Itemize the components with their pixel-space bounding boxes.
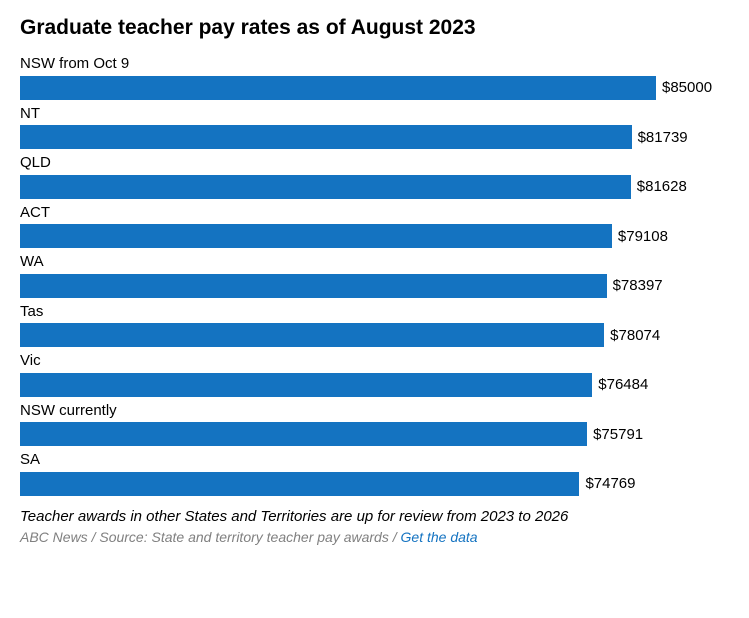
bar-row: NSW currently $75791 xyxy=(20,401,729,447)
bar-label: Tas xyxy=(20,302,729,322)
bar-row: Vic $76484 xyxy=(20,351,729,397)
source-separator-2: / xyxy=(393,529,401,545)
bar-line: $81628 xyxy=(20,175,729,199)
bar xyxy=(20,76,656,100)
bar-label: NSW from Oct 9 xyxy=(20,54,729,74)
bar-line: $79108 xyxy=(20,224,729,248)
bar-value: $75791 xyxy=(593,426,643,443)
source-attribution: Source: State and territory teacher pay … xyxy=(99,529,388,545)
bar xyxy=(20,125,632,149)
bar-line: $75791 xyxy=(20,422,729,446)
bar xyxy=(20,224,612,248)
bar-label: SA xyxy=(20,450,729,470)
bar xyxy=(20,373,592,397)
source-line: ABC News / Source: State and territory t… xyxy=(20,529,729,545)
bar-line: $85000 xyxy=(20,76,729,100)
bar-label: QLD xyxy=(20,153,729,173)
bar-value: $79108 xyxy=(618,228,668,245)
bar-line: $74769 xyxy=(20,472,729,496)
bar-label: NSW currently xyxy=(20,401,729,421)
bar xyxy=(20,422,587,446)
bar-row: QLD $81628 xyxy=(20,153,729,199)
bar-label: NT xyxy=(20,104,729,124)
bar-row: NSW from Oct 9 $85000 xyxy=(20,54,729,100)
bar-line: $81739 xyxy=(20,125,729,149)
bar-chart: NSW from Oct 9 $85000 NT $81739 QLD $81628 ACT… xyxy=(20,54,729,496)
bar-label: Vic xyxy=(20,351,729,371)
bar-row: WA $78397 xyxy=(20,252,729,298)
bar xyxy=(20,274,607,298)
bar-line: $78397 xyxy=(20,274,729,298)
chart-title: Graduate teacher pay rates as of August … xyxy=(20,16,729,40)
bar-value: $81739 xyxy=(638,129,688,146)
bar-row: NT $81739 xyxy=(20,104,729,150)
get-the-data-link[interactable]: Get the data xyxy=(401,529,478,545)
bar-value: $74769 xyxy=(585,475,635,492)
bar-label: WA xyxy=(20,252,729,272)
bar xyxy=(20,175,631,199)
bar-value: $78074 xyxy=(610,327,660,344)
bar-value: $85000 xyxy=(662,79,712,96)
source-org: ABC News xyxy=(20,529,88,545)
bar-value: $81628 xyxy=(637,178,687,195)
bar-line: $78074 xyxy=(20,323,729,347)
bar-row: ACT $79108 xyxy=(20,203,729,249)
bar-line: $76484 xyxy=(20,373,729,397)
bar-row: Tas $78074 xyxy=(20,302,729,348)
chart-footnote: Teacher awards in other States and Terri… xyxy=(20,508,729,525)
bar xyxy=(20,472,579,496)
bar-label: ACT xyxy=(20,203,729,223)
bar-value: $78397 xyxy=(613,277,663,294)
bar-row: SA $74769 xyxy=(20,450,729,496)
bar xyxy=(20,323,604,347)
bar-value: $76484 xyxy=(598,376,648,393)
